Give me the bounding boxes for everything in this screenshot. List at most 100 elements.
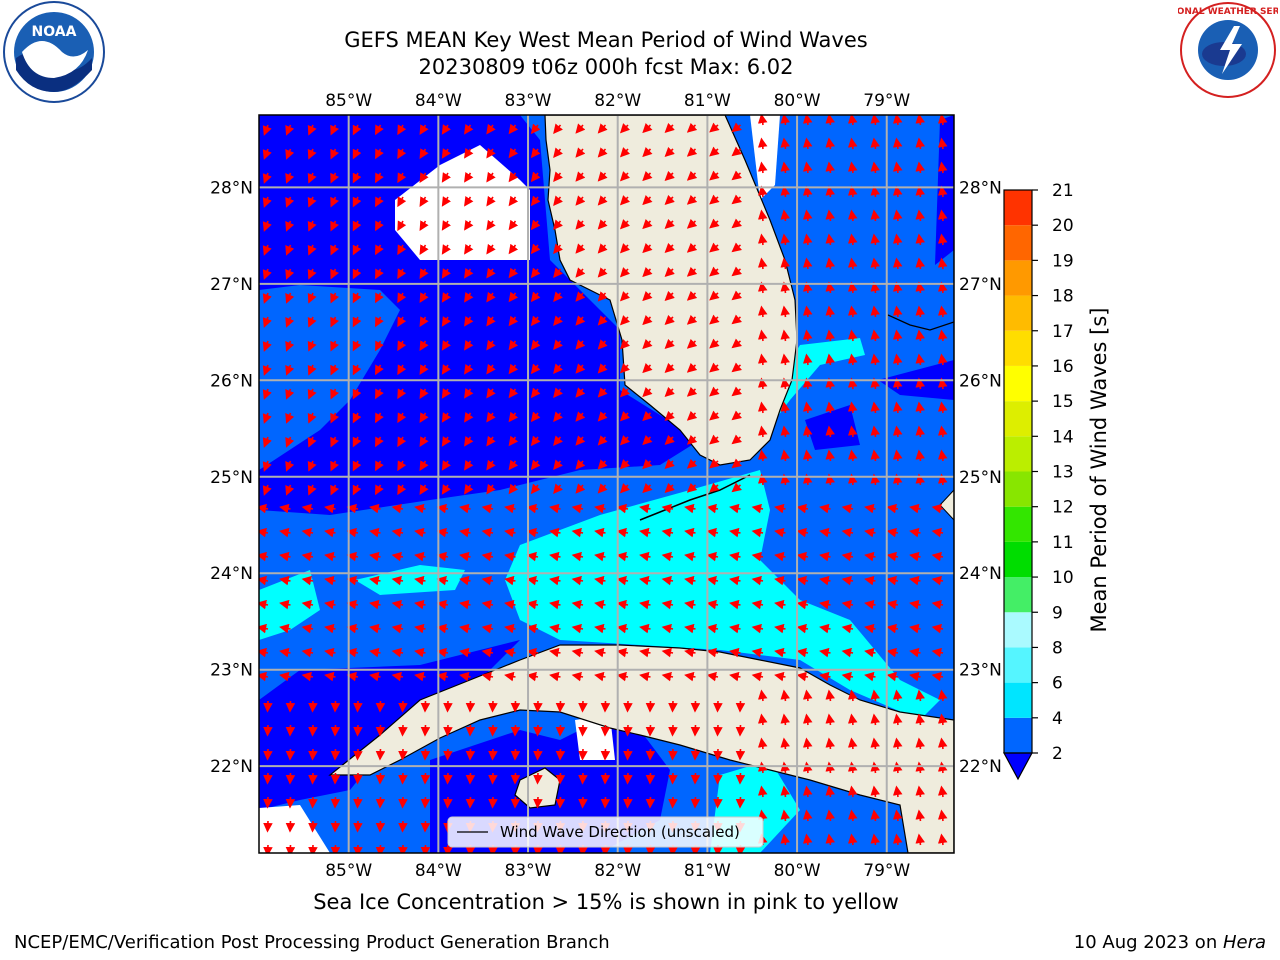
direction-arrow (661, 503, 674, 514)
colorbar-segment (1004, 612, 1032, 648)
direction-arrow (530, 147, 541, 159)
direction-arrow (780, 737, 790, 750)
direction-arrow (706, 623, 719, 634)
lon-tick-label-top: 85°W (325, 91, 372, 111)
direction-arrow (937, 809, 948, 822)
direction-arrow (324, 551, 336, 562)
direction-arrow (369, 671, 381, 682)
direction-arrow (909, 551, 921, 562)
direction-arrow (486, 459, 496, 471)
direction-arrow (375, 172, 384, 184)
direction-arrow (642, 435, 653, 446)
direction-arrow (285, 412, 295, 424)
direction-arrow (619, 171, 631, 182)
direction-arrow (285, 124, 295, 136)
direction-arrow (796, 575, 809, 586)
direction-arrow (937, 233, 948, 246)
direction-arrow (709, 362, 720, 373)
direction-arrow (508, 483, 519, 495)
direction-arrow (619, 363, 631, 374)
colorbar-segment (1004, 225, 1032, 261)
direction-arrow (684, 503, 696, 514)
direction-arrow (419, 268, 429, 279)
direction-arrow (549, 671, 561, 682)
direction-arrow (892, 137, 903, 150)
direction-arrow (549, 503, 561, 514)
direction-arrow (780, 449, 790, 462)
direction-arrow (549, 647, 561, 658)
direction-arrow (391, 647, 404, 658)
direction-arrow (285, 244, 295, 256)
direction-arrow (330, 364, 339, 376)
direction-arrow (594, 647, 606, 658)
direction-arrow (594, 575, 606, 586)
mask-big-bend (395, 145, 530, 260)
direction-arrow (486, 387, 496, 399)
direction-arrow (686, 458, 698, 469)
lon-tick-label-top: 82°W (594, 91, 641, 111)
direction-arrow (642, 147, 653, 158)
direction-arrow (597, 411, 608, 422)
direction-arrow (825, 713, 835, 726)
direction-arrow (709, 482, 720, 493)
lat-tick-label-left: 22°N (210, 757, 253, 777)
direction-arrow (504, 599, 516, 610)
direction-arrow (619, 219, 631, 230)
direction-arrow (915, 737, 925, 750)
direction-arrow (864, 623, 876, 634)
direction-arrow (802, 761, 813, 774)
direction-arrow (504, 503, 516, 514)
direction-arrow (664, 482, 675, 493)
direction-arrow (352, 220, 362, 232)
direction-arrow (352, 196, 362, 208)
region-west-central-gulf (259, 115, 700, 515)
direction-arrow (802, 161, 813, 174)
direction-arrow (352, 412, 362, 424)
direction-arrow (664, 170, 675, 181)
direction-arrow (661, 527, 674, 538)
direction-arrow (937, 137, 948, 150)
direction-arrow (530, 315, 541, 327)
direction-arrow (526, 575, 539, 586)
direction-arrow (352, 316, 362, 328)
direction-arrow (391, 599, 404, 610)
direction-arrow (796, 551, 809, 562)
direction-arrow (307, 220, 317, 232)
direction-arrow (664, 338, 675, 349)
direction-arrow (597, 123, 608, 134)
direction-arrow (459, 575, 471, 586)
direction-arrow (594, 503, 606, 514)
direction-arrow (464, 123, 474, 135)
direction-arrow (504, 623, 516, 634)
direction-arrow (847, 833, 858, 846)
direction-arrow (937, 833, 948, 846)
direction-arrow (504, 575, 516, 586)
direction-arrow (819, 503, 831, 514)
direction-arrow (661, 623, 674, 634)
direction-arrow (279, 551, 291, 562)
direction-arrow (642, 363, 653, 374)
direction-arrow (436, 551, 449, 562)
direction-arrow (847, 137, 858, 150)
direction-arrow (441, 292, 451, 303)
direction-arrow (757, 233, 768, 246)
lat-tick-label-left: 27°N (210, 275, 253, 295)
direction-arrow (774, 551, 786, 562)
direction-arrow (709, 338, 720, 349)
direction-arrow (504, 671, 516, 682)
direction-arrow (892, 353, 903, 366)
direction-arrow (802, 209, 813, 222)
direction-arrow (757, 785, 768, 798)
direction-arrow (892, 209, 903, 222)
direction-arrow (419, 460, 429, 471)
direction-arrow (486, 219, 496, 231)
direction-arrow (864, 575, 876, 586)
direction-arrow (375, 484, 384, 496)
direction-arrow (419, 220, 429, 231)
direction-arrow (464, 195, 474, 207)
direction-arrow (796, 527, 809, 538)
direction-arrow (841, 503, 854, 514)
direction-arrow (915, 785, 925, 798)
direction-arrow (709, 170, 720, 181)
direction-arrow (639, 599, 651, 610)
